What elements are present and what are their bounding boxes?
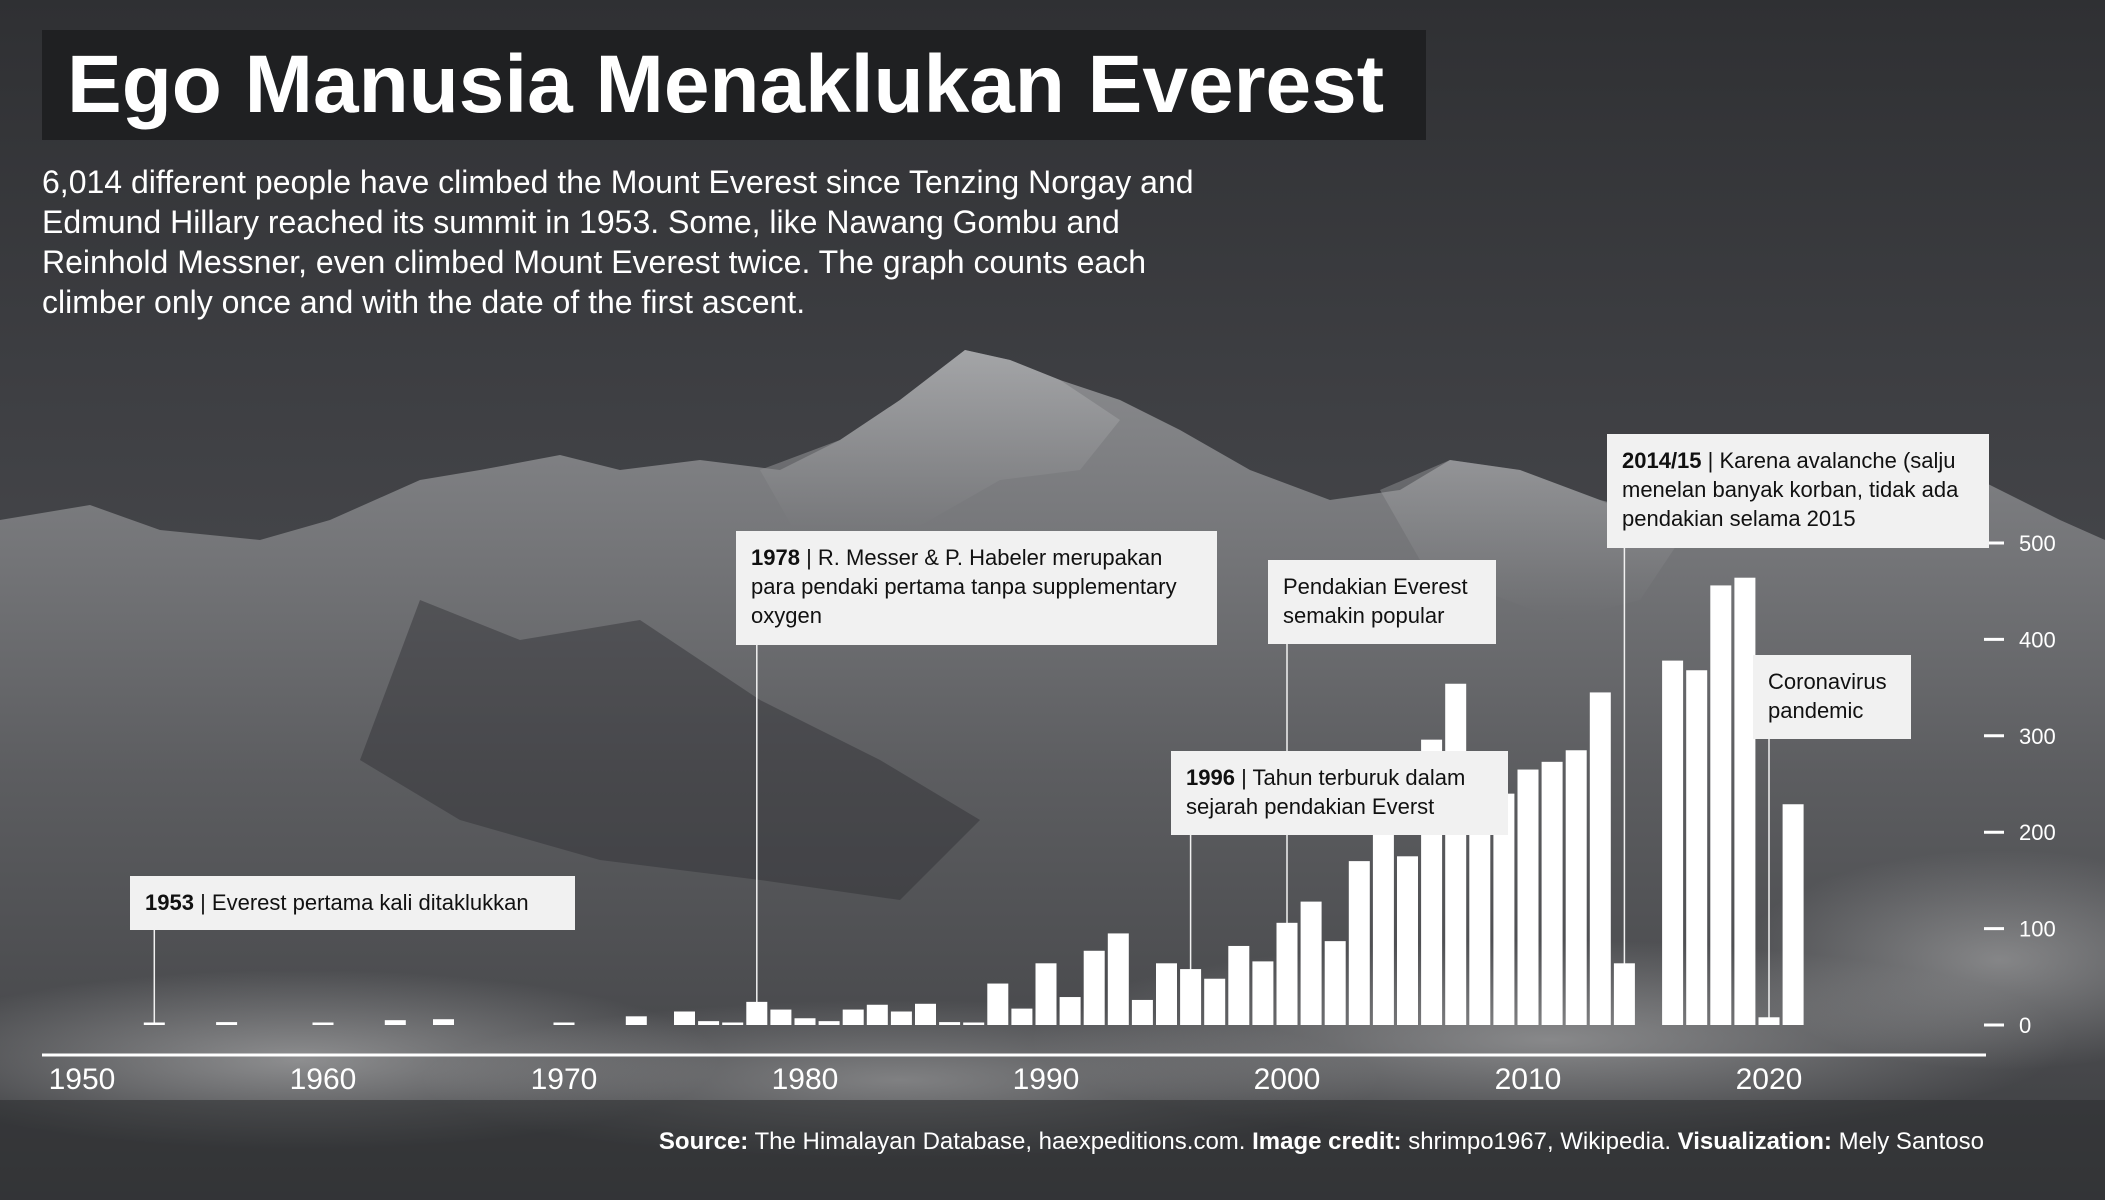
x-tick-label-1950: 1950 — [49, 1063, 116, 1096]
bar-1996 — [1180, 969, 1202, 1025]
bar-1998 — [1228, 945, 1250, 1025]
x-tick-label-2010: 2010 — [1495, 1063, 1562, 1096]
bar-2000 — [1276, 922, 1298, 1025]
bar-1999 — [1252, 961, 1274, 1025]
bar-1984 — [890, 1011, 912, 1025]
annotation-1953-year: 1953 — [145, 890, 194, 915]
bar-1973 — [625, 1016, 647, 1025]
annotation-1978: 1978 | R. Messer & P. Habeler merupakan … — [736, 531, 1217, 645]
bar-1997 — [1204, 978, 1226, 1025]
bar-2017 — [1686, 670, 1708, 1025]
x-tick-label-2000: 2000 — [1254, 1063, 1321, 1096]
bar-1963 — [384, 1020, 406, 1025]
x-tick-label-1960: 1960 — [290, 1063, 357, 1096]
y-axis-ticks: 0 100 200 300 400 500 — [1984, 531, 2056, 1038]
annotation-1996-year: 1996 — [1186, 765, 1235, 790]
bar-2008 — [1469, 812, 1491, 1025]
bar-1986 — [939, 1022, 961, 1025]
bar-1982 — [842, 1009, 864, 1025]
bar-2012 — [1565, 750, 1587, 1025]
bar-2007 — [1445, 683, 1467, 1025]
bar-2013 — [1589, 692, 1611, 1025]
x-tick-label-2020: 2020 — [1736, 1063, 1803, 1096]
bar-1990 — [1035, 963, 1057, 1025]
source-credits: Source: The Himalayan Database, haexpedi… — [659, 1128, 1984, 1156]
annotation-1978-year: 1978 — [751, 545, 800, 570]
viz-text: Mely Santoso — [1838, 1128, 1984, 1155]
bar-1970 — [553, 1022, 575, 1025]
bar-2021 — [1782, 804, 1804, 1025]
bar-1983 — [866, 1004, 888, 1025]
annotation-2014-year: 2014/15 — [1622, 448, 1702, 473]
bar-1956 — [216, 1022, 238, 1025]
bar-1978 — [746, 1001, 768, 1025]
bar-1975 — [674, 1011, 695, 1025]
bar-1953 — [143, 1022, 165, 1025]
bar-1981 — [818, 1021, 840, 1025]
bar-2002 — [1324, 941, 1346, 1025]
bar-1980 — [794, 1018, 816, 1025]
y-tick-label-500: 500 — [2019, 531, 2056, 556]
chart-title: Ego Manusia Menaklukan Everest — [67, 39, 1385, 130]
credit-label: Image credit: — [1252, 1128, 1402, 1155]
annotation-1996: 1996 | Tahun terburuk dalam sejarah pend… — [1171, 751, 1508, 835]
bar-2001 — [1300, 901, 1322, 1025]
viz-label: Visualization: — [1677, 1128, 1832, 1155]
bar-2004 — [1372, 822, 1394, 1025]
bar-1987 — [963, 1022, 985, 1025]
y-tick-label-400: 400 — [2019, 627, 2056, 652]
bar-2018 — [1710, 585, 1732, 1025]
bar-2009 — [1493, 793, 1515, 1025]
bar-1991 — [1059, 997, 1081, 1025]
annotation-1996-text: Tahun terburuk dalam sejarah pendakian E… — [1186, 765, 1466, 819]
y-tick-label-300: 300 — [2019, 724, 2056, 749]
bar-1995 — [1156, 963, 1177, 1025]
y-tick-label-100: 100 — [2019, 917, 2056, 942]
annotation-2014: 2014/15 | Karena avalanche (salju menela… — [1607, 434, 1989, 548]
source-text: The Himalayan Database, haexpeditions.co… — [754, 1128, 1246, 1155]
annotation-2000: Pendakian Everest semakin popular — [1268, 560, 1496, 644]
annotation-1953-text: Everest pertama kali ditaklukkan — [211, 890, 529, 915]
annotation-2020-text: Coronavirus pandemic — [1768, 669, 1887, 723]
annotation-2014-text: Karena avalanche (salju menelan banyak k… — [1622, 448, 1959, 531]
bar-1977 — [722, 1022, 744, 1025]
x-tick-label-1970: 1970 — [531, 1063, 598, 1096]
bar-2014 — [1613, 963, 1635, 1025]
bar-1979 — [770, 1009, 792, 1025]
bar-2005 — [1397, 856, 1418, 1025]
annotation-2000-text: Pendakian Everest semakin popular — [1283, 574, 1468, 628]
x-tick-label-1980: 1980 — [772, 1063, 839, 1096]
annotation-1953: 1953 | Everest pertama kali ditaklukkan — [130, 876, 575, 930]
bar-2011 — [1541, 761, 1563, 1025]
annotation-1978-text: R. Messer & P. Habeler merupakan para pe… — [751, 545, 1177, 628]
bar-2019 — [1734, 577, 1756, 1025]
x-tick-label-1990: 1990 — [1013, 1063, 1080, 1096]
bar-2003 — [1348, 861, 1370, 1025]
annotation-2020: Coronavirus pandemic — [1753, 655, 1911, 739]
bar-2010 — [1517, 769, 1539, 1025]
bar-1960 — [312, 1022, 334, 1025]
y-tick-label-0: 0 — [2019, 1013, 2031, 1038]
bar-1989 — [1011, 1008, 1033, 1025]
bar-1985 — [915, 1003, 936, 1025]
bar-1993 — [1107, 933, 1129, 1025]
chart-subtitle: 6,014 different people have climbed the … — [42, 164, 1194, 320]
bar-1965 — [433, 1019, 454, 1025]
bar-1976 — [698, 1021, 720, 1025]
y-tick-label-200: 200 — [2019, 820, 2056, 845]
bar-2016 — [1662, 660, 1684, 1025]
source-label: Source: — [658, 1128, 749, 1155]
bar-1992 — [1083, 950, 1105, 1025]
credit-text: shrimpo1967, Wikipedia. — [1408, 1128, 1671, 1155]
bar-2020 — [1758, 1017, 1780, 1025]
bar-1994 — [1131, 999, 1153, 1025]
bar-1988 — [987, 983, 1009, 1025]
title-banner: Ego Manusia Menaklukan Everest — [42, 30, 1426, 140]
x-axis-ticks: 1950 1960 1970 1980 1990 2000 2010 2020 — [49, 1063, 1803, 1096]
bar-series — [143, 577, 1804, 1025]
